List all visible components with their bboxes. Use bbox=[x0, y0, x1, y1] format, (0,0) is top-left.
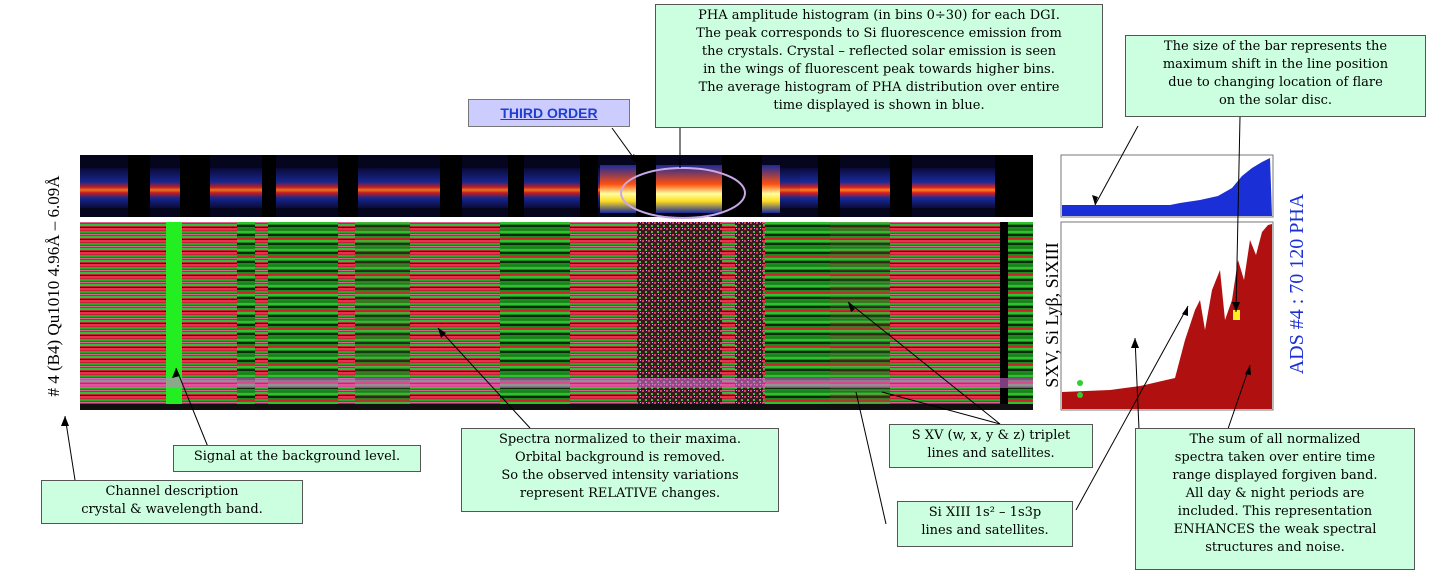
pha-strip bbox=[80, 155, 1033, 219]
lines-label: SXV, Si Lyβ, SiXIII bbox=[1042, 242, 1062, 388]
callout-sum-spectra: The sum of all normalized spectra taken … bbox=[1135, 428, 1415, 570]
pointer-lines bbox=[64, 116, 1251, 525]
callout-bar-size: The size of the bar represents the maxim… bbox=[1125, 35, 1426, 117]
callout-signal-background: Signal at the background level. bbox=[173, 445, 421, 472]
callout-channel-description: Channel description crystal & wavelength… bbox=[41, 480, 303, 524]
callout-pha-histogram: PHA amplitude histogram (in bins 0÷30) f… bbox=[655, 4, 1103, 128]
callout-sixiii-lines: Si XIII 1s² – 1s3p lines and satellites. bbox=[897, 501, 1073, 547]
ads-label: ADS #4 : 70 120 PHA bbox=[1286, 193, 1308, 375]
callout-sxv-triplet: S XV (w, x, y & z) triplet lines and sat… bbox=[889, 424, 1093, 468]
channel-label: # 4 (B4) Qu1010 4.96Å – 6.09Å bbox=[44, 175, 63, 397]
sum-spectrum-panel bbox=[1060, 221, 1274, 411]
pha-histogram-panel bbox=[1060, 154, 1274, 218]
callout-spectra-normalized: Spectra normalized to their maxima. Orbi… bbox=[461, 428, 779, 512]
spectra-strip bbox=[80, 222, 1033, 410]
third-order-label[interactable]: THIRD ORDER bbox=[468, 99, 630, 127]
arrow-heads bbox=[61, 154, 1251, 426]
